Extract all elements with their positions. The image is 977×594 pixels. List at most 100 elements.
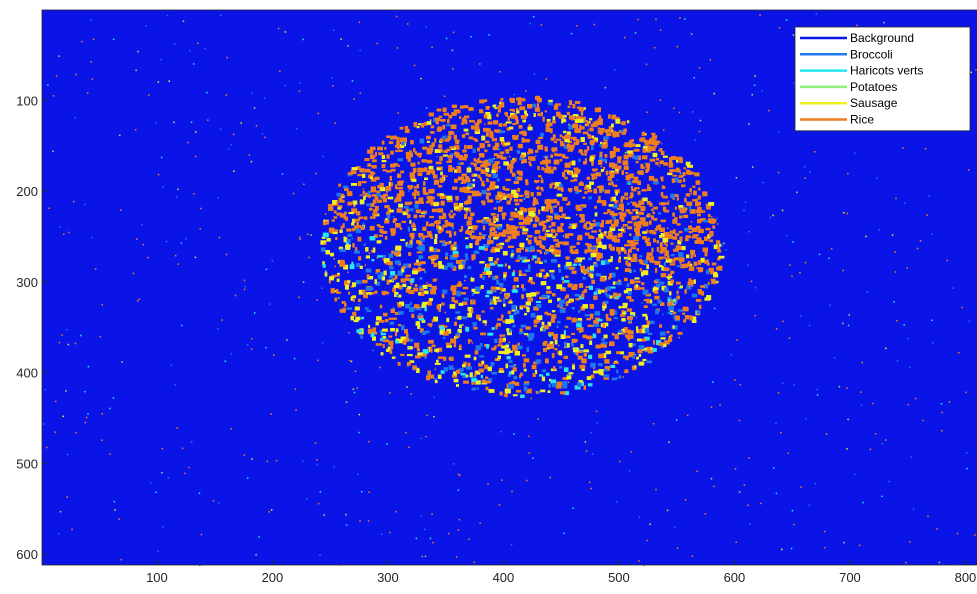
map-pixel (664, 210, 669, 213)
map-pixel (230, 144, 232, 146)
map-pixel (675, 218, 677, 223)
map-pixel (452, 291, 455, 295)
map-pixel (377, 257, 379, 259)
map-pixel (444, 242, 450, 244)
map-pixel (456, 260, 462, 264)
map-pixel (468, 340, 472, 342)
map-pixel (796, 192, 798, 194)
map-pixel (631, 139, 634, 142)
map-pixel (324, 514, 326, 516)
map-pixel (520, 210, 522, 212)
map-pixel (559, 209, 563, 212)
map-pixel (346, 401, 348, 403)
map-pixel (538, 235, 541, 239)
map-pixel (507, 356, 511, 359)
map-pixel (543, 327, 545, 331)
map-pixel (696, 210, 700, 213)
map-pixel (279, 70, 281, 72)
map-pixel (527, 306, 529, 308)
map-pixel (580, 258, 585, 260)
map-pixel (377, 43, 379, 45)
map-pixel (690, 317, 693, 321)
map-pixel (416, 321, 420, 325)
map-pixel (624, 145, 626, 147)
map-pixel (522, 120, 526, 123)
map-pixel (425, 556, 427, 558)
map-pixel (470, 372, 473, 377)
map-pixel (376, 316, 382, 320)
map-pixel (613, 281, 615, 285)
map-pixel (514, 114, 517, 118)
map-pixel (367, 310, 372, 312)
map-pixel (352, 80, 354, 82)
map-pixel (472, 174, 474, 177)
map-pixel (334, 216, 338, 219)
map-pixel (793, 384, 795, 386)
map-pixel (581, 358, 586, 363)
map-pixel (44, 423, 46, 425)
map-pixel (365, 307, 369, 309)
map-pixel (404, 206, 409, 209)
map-pixel (357, 174, 363, 176)
map-pixel (639, 156, 641, 160)
map-pixel (511, 160, 515, 163)
map-pixel (505, 389, 511, 394)
map-pixel (617, 377, 619, 379)
map-pixel (376, 343, 382, 345)
map-pixel (639, 287, 645, 289)
map-pixel (594, 206, 597, 209)
map-pixel (606, 318, 611, 321)
map-pixel (736, 542, 738, 544)
map-pixel (439, 226, 441, 230)
map-pixel (402, 284, 406, 287)
map-pixel (605, 190, 610, 194)
map-pixel (264, 137, 266, 139)
map-pixel (315, 442, 317, 444)
map-pixel (492, 165, 497, 169)
map-pixel (674, 257, 679, 260)
map-pixel (632, 209, 638, 211)
map-pixel (540, 161, 545, 164)
map-pixel (932, 233, 934, 235)
map-pixel (895, 198, 897, 200)
map-pixel (282, 173, 284, 175)
map-pixel (487, 199, 493, 202)
map-pixel (503, 321, 506, 323)
map-pixel (358, 225, 361, 227)
map-pixel (670, 263, 676, 265)
map-pixel (667, 173, 672, 175)
map-pixel (632, 202, 636, 206)
map-pixel (383, 194, 388, 196)
map-pixel (332, 85, 334, 87)
map-pixel (471, 277, 473, 279)
map-pixel (661, 192, 663, 196)
map-pixel (424, 178, 428, 180)
map-pixel (531, 313, 536, 317)
map-pixel (574, 129, 580, 133)
map-pixel (467, 183, 472, 187)
map-pixel (450, 338, 456, 343)
map-pixel (500, 137, 504, 141)
map-pixel (492, 243, 494, 245)
map-pixel (519, 378, 521, 380)
map-pixel (515, 382, 519, 386)
map-pixel (517, 177, 523, 179)
map-pixel (575, 339, 578, 341)
map-pixel (909, 367, 911, 369)
map-pixel (397, 158, 403, 161)
map-pixel (382, 291, 388, 294)
map-pixel (780, 432, 782, 434)
map-pixel (572, 225, 576, 229)
map-pixel (697, 213, 701, 216)
map-pixel (554, 213, 559, 215)
map-pixel (335, 275, 339, 277)
map-pixel (842, 323, 844, 325)
map-pixel (660, 100, 662, 102)
map-pixel (499, 371, 505, 373)
map-pixel (568, 125, 572, 130)
map-pixel (387, 214, 390, 218)
map-pixel (441, 201, 445, 206)
map-pixel (244, 280, 246, 282)
map-pixel (854, 153, 856, 155)
map-pixel (488, 275, 490, 277)
